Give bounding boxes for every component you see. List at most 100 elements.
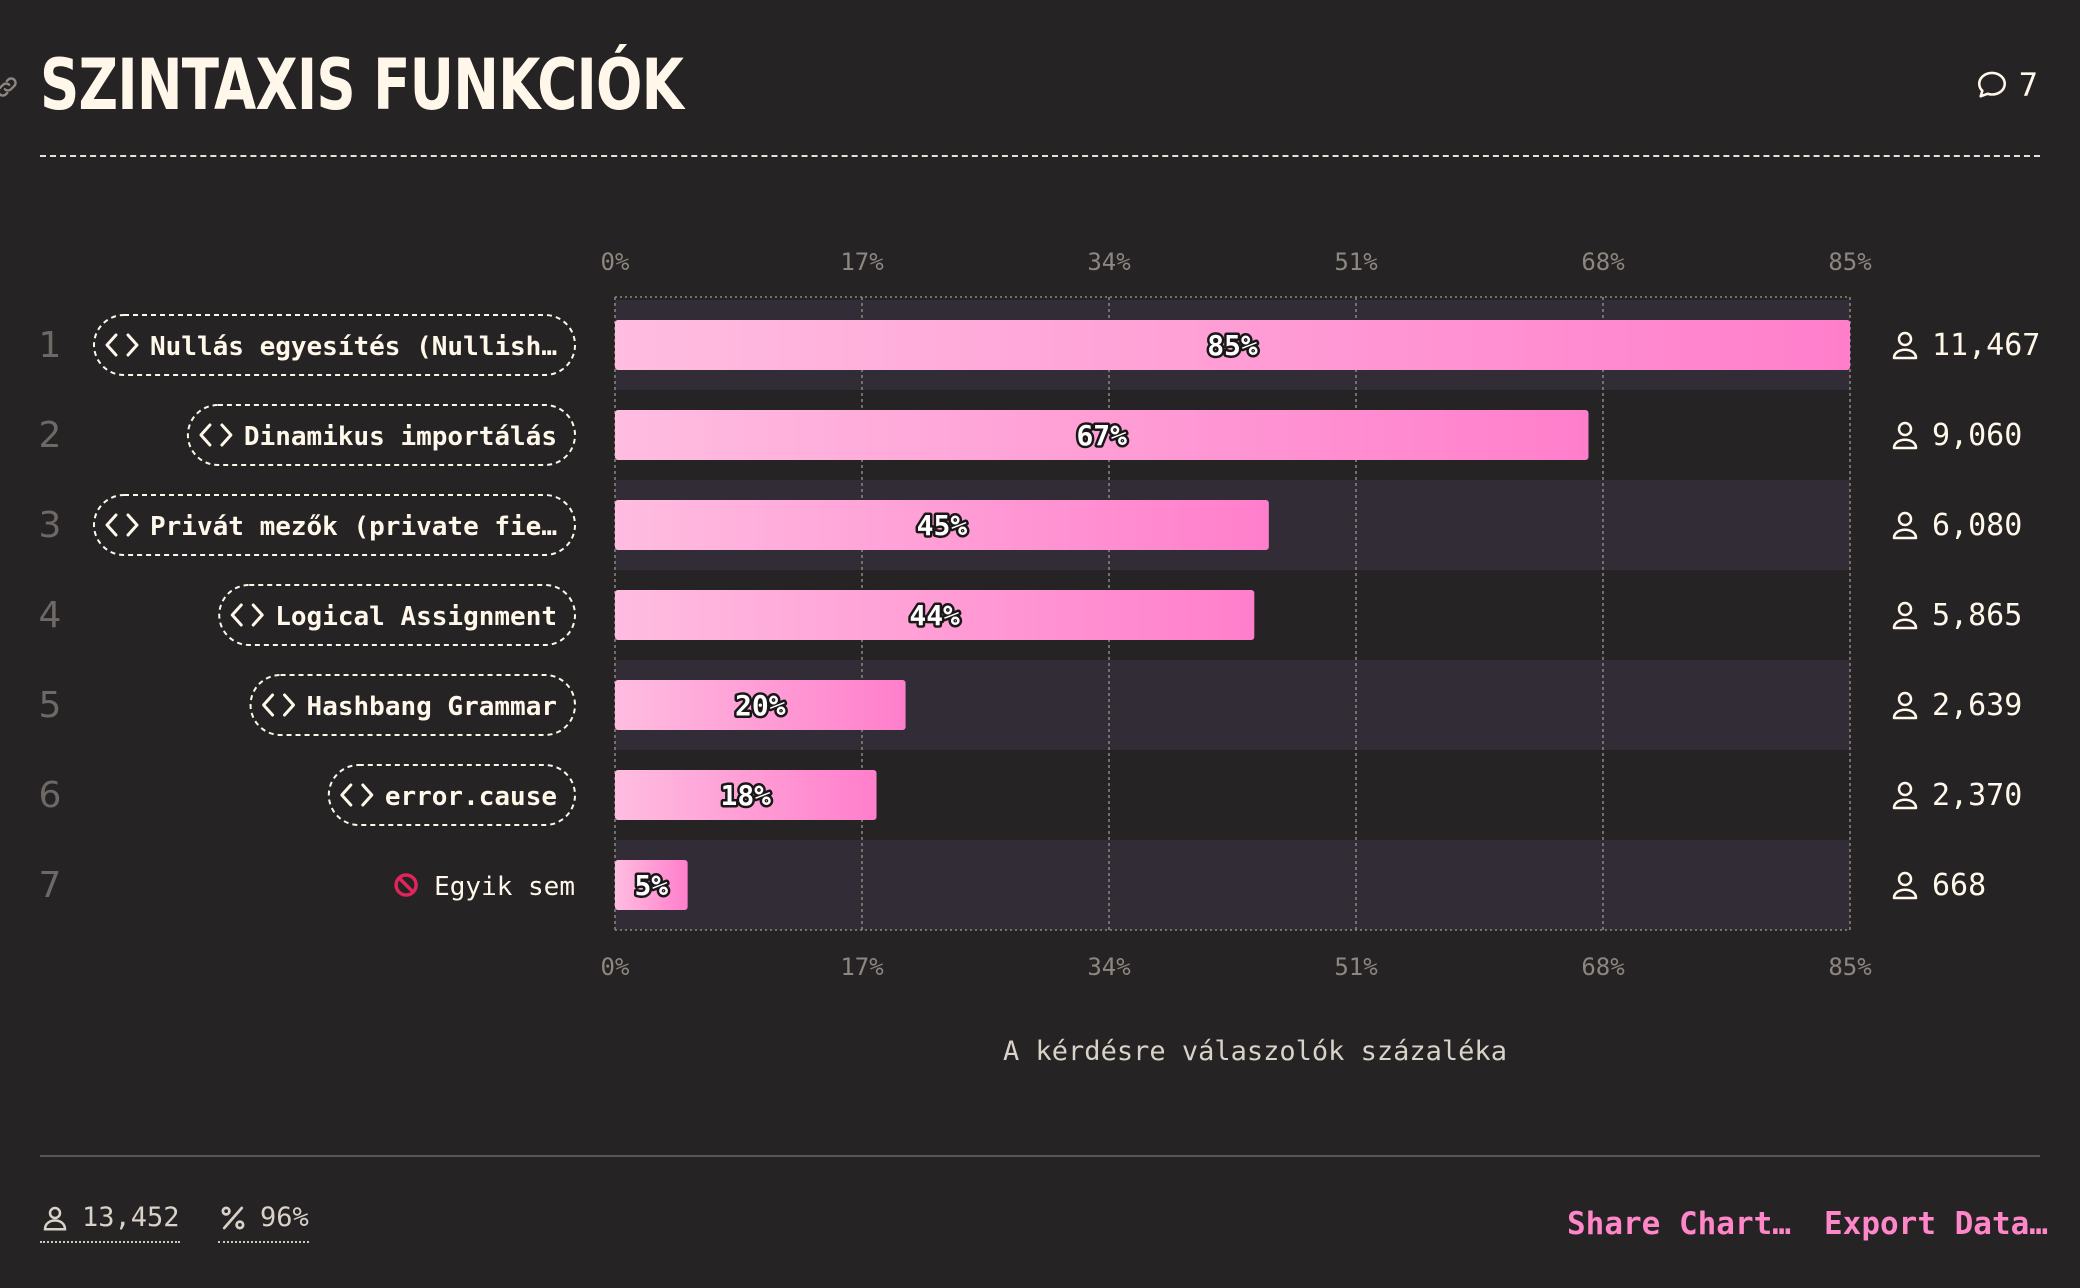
code-icon — [230, 603, 264, 627]
comment-icon — [1977, 71, 2006, 98]
category-tag[interactable]: error.cause — [327, 764, 576, 826]
bar[interactable] — [615, 320, 1850, 370]
category-label: Hashbang Grammar — [307, 692, 557, 722]
row-band — [615, 840, 1850, 930]
x-axis-label: A kérdésre válaszolók százaléka — [1003, 1036, 1507, 1067]
respondent-count[interactable]: 668 — [1892, 868, 1986, 903]
respondent-count-value: 5,865 — [1932, 598, 2022, 633]
x-tick-label-top: 0% — [601, 248, 630, 276]
bar[interactable] — [615, 860, 688, 910]
respondent-count-value: 2,370 — [1932, 778, 2022, 813]
export-data-button[interactable]: Export Data… — [1824, 1206, 2048, 1242]
category-label: Privát mezők (private fie… — [150, 512, 557, 542]
bar[interactable] — [615, 680, 906, 730]
person-icon — [1897, 691, 1913, 707]
total-respondents[interactable]: 13,452 — [40, 1202, 180, 1243]
category-label: error.cause — [385, 782, 557, 812]
person-icon-body — [1892, 798, 1918, 810]
x-tick-label-top: 51% — [1334, 248, 1378, 276]
rank-number: 4 — [39, 595, 62, 636]
person-icon-body — [1892, 438, 1918, 450]
respondent-count[interactable]: 2,639 — [1892, 688, 2022, 723]
category-tag[interactable]: Dinamikus importálás — [186, 404, 576, 466]
category-tag[interactable]: Nullás egyesítés (Nullish… — [93, 314, 576, 376]
x-tick-label-top: 85% — [1828, 248, 1872, 276]
bar[interactable] — [615, 770, 877, 820]
category-label: Nullás egyesítés (Nullish… — [150, 332, 557, 362]
bar-value-label: 18% — [720, 779, 771, 812]
respondent-count[interactable]: 5,865 — [1892, 598, 2022, 633]
respondent-count-value: 668 — [1932, 868, 1986, 903]
page-title: SZINTAXIS FUNKCIÓK — [40, 44, 684, 126]
code-icon — [105, 513, 139, 537]
category-pill — [93, 314, 576, 376]
x-tick-label-top: 17% — [840, 248, 884, 276]
rank-number: 6 — [39, 775, 62, 816]
respondent-count-value: 9,060 — [1932, 418, 2022, 453]
person-icon-body — [1892, 888, 1918, 900]
completion-percentage-value: 96% — [260, 1202, 309, 1233]
respondent-count[interactable]: 2,370 — [1892, 778, 2022, 813]
x-tick-label-bottom: 51% — [1334, 953, 1378, 981]
respondent-count-value: 2,639 — [1932, 688, 2022, 723]
x-tick-label-bottom: 17% — [840, 953, 884, 981]
bar-value-label: 44% — [909, 599, 960, 632]
x-tick-label-top: 68% — [1581, 248, 1625, 276]
bar[interactable] — [615, 410, 1589, 460]
x-tick-label-top: 34% — [1087, 248, 1131, 276]
person-icon — [1897, 331, 1913, 347]
respondent-count[interactable]: 6,080 — [1892, 508, 2022, 543]
bar-value-label: 20% — [735, 689, 786, 722]
category-label: Dinamikus importálás — [244, 422, 557, 452]
category-label: Egyik sem — [434, 872, 575, 902]
rank-number: 2 — [39, 415, 62, 456]
no-entry-icon-slash — [397, 876, 415, 894]
code-icon — [262, 693, 296, 717]
person-icon — [1897, 871, 1913, 887]
person-icon-body — [1892, 708, 1918, 720]
category-tag[interactable]: Logical Assignment — [218, 584, 576, 646]
share-chart-button[interactable]: Share Chart… — [1567, 1206, 1791, 1242]
person-icon-body — [1892, 348, 1918, 360]
category-pill — [249, 674, 576, 736]
comment-count: 7 — [2018, 66, 2038, 104]
bar[interactable] — [615, 500, 1269, 550]
code-icon — [340, 783, 374, 807]
person-icon-body — [1892, 618, 1918, 630]
comments-button[interactable]: 7 — [1975, 66, 2038, 104]
rank-number: 7 — [39, 865, 62, 906]
footer-divider — [40, 1155, 2040, 1157]
code-icon — [199, 423, 233, 447]
respondent-count[interactable]: 9,060 — [1892, 418, 2022, 453]
rank-number: 1 — [39, 325, 62, 366]
person-icon — [1897, 601, 1913, 617]
category-pill — [327, 764, 576, 826]
bar-value-label: 67% — [1076, 419, 1127, 452]
code-icon — [105, 333, 139, 357]
bar[interactable] — [615, 590, 1255, 640]
x-tick-label-bottom: 85% — [1828, 953, 1872, 981]
link-icon[interactable] — [0, 74, 20, 100]
person-icon — [1897, 781, 1913, 797]
title-divider — [40, 155, 2040, 157]
person-icon — [1897, 511, 1913, 527]
category-pill — [93, 494, 576, 556]
bar-value-label: 85% — [1207, 329, 1258, 362]
no-entry-icon — [394, 873, 418, 897]
respondent-count-value: 11,467 — [1932, 328, 2040, 363]
bar-value-label: 5% — [634, 869, 668, 902]
category-pill — [218, 584, 576, 646]
category-label: Logical Assignment — [275, 602, 557, 632]
category-tag[interactable]: Privát mezők (private fie… — [93, 494, 576, 556]
x-tick-label-bottom: 0% — [601, 953, 630, 981]
person-icon-body — [1892, 528, 1918, 540]
person-icon — [43, 1206, 67, 1230]
respondent-count-value: 6,080 — [1932, 508, 2022, 543]
person-icon — [1897, 421, 1913, 437]
category-tag[interactable]: Hashbang Grammar — [249, 674, 576, 736]
completion-percentage[interactable]: 96% — [218, 1202, 309, 1243]
respondent-count[interactable]: 11,467 — [1892, 328, 2040, 363]
rank-number: 3 — [39, 505, 62, 546]
bar-value-label: 45% — [917, 509, 968, 542]
